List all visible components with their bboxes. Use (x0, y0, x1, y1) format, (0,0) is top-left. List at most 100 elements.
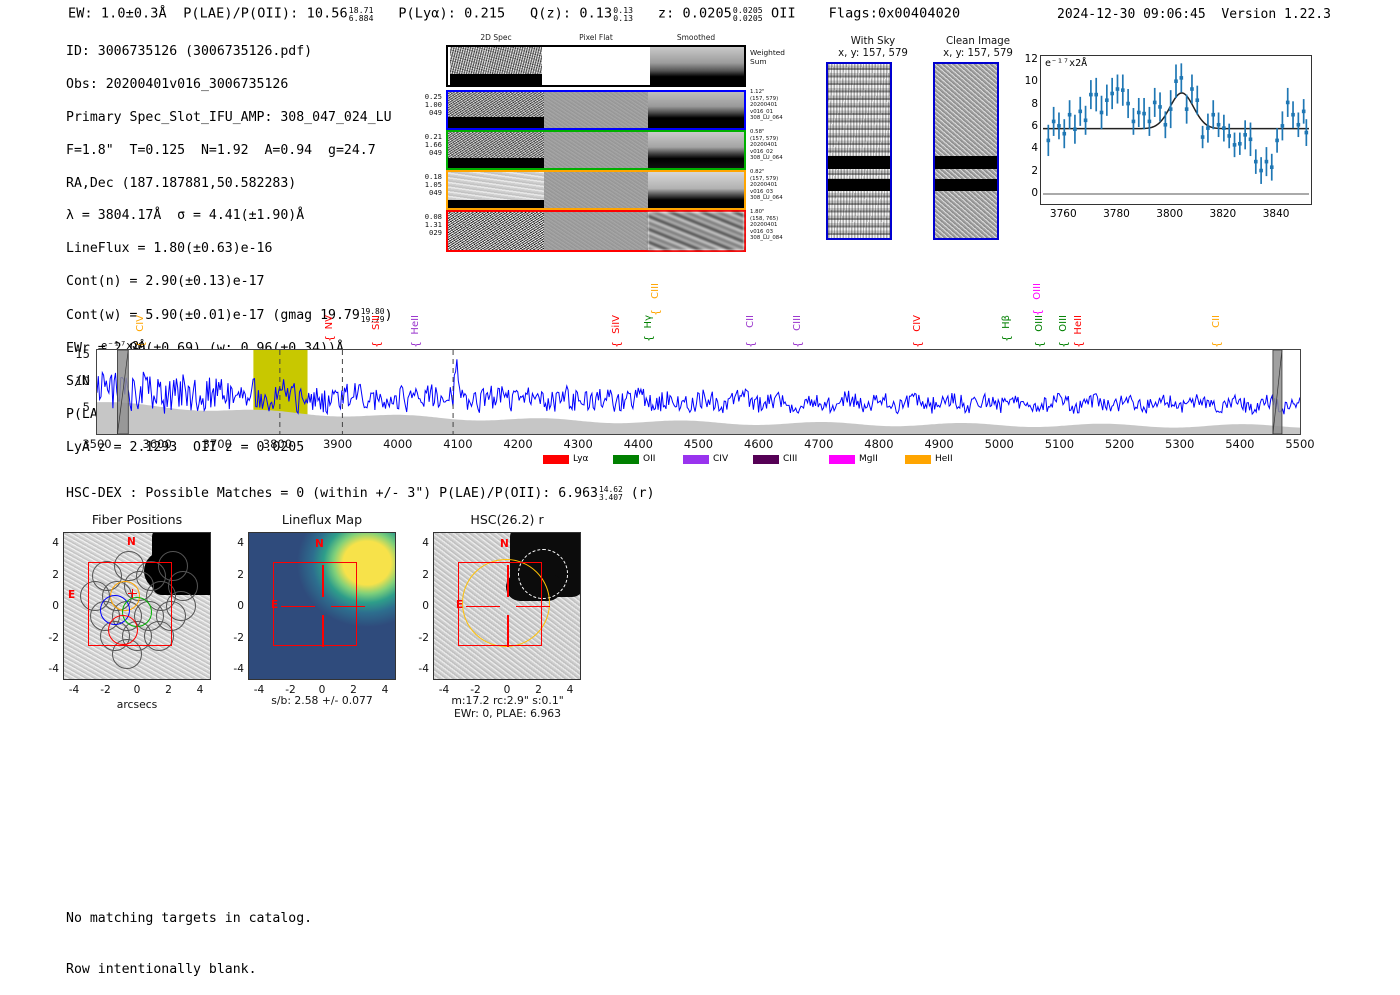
fiber-red-square (88, 562, 172, 646)
fit-ytick: 12 (1024, 53, 1038, 65)
lineflux-compass-e: E (271, 599, 279, 611)
spectrum-xtick: 4300 (563, 437, 593, 451)
fiber-highlight-red (108, 615, 138, 645)
emission-line-label: Hγ (643, 315, 655, 329)
legend-label: MgII (859, 454, 878, 464)
spectrum-xtick: 5100 (1044, 437, 1075, 451)
hscdex-summary: HSC-DEX : Possible Matches = 0 (within +… (66, 485, 655, 501)
fit-ytick: 10 (1024, 75, 1038, 88)
header-meta: 2024-12-30 09:06:45 Version 1.22.3 (1057, 7, 1331, 22)
spectrum-xtick: 4000 (383, 437, 413, 451)
header-qz: Q(z): 0.13 (529, 5, 613, 22)
emission-line-label: CIV (134, 315, 146, 332)
spec-row-2 (446, 130, 746, 170)
fit-xtick: 3840 (1262, 208, 1290, 220)
with-sky-title: With Sky x, y: 157, 579 (818, 36, 928, 61)
hsc-xtick: -2 (470, 684, 481, 696)
fiber-xtick: 4 (196, 684, 204, 696)
clean-image-title: Clean Image x, y: 157, 579 (918, 36, 1038, 61)
legend-label: Lyα (573, 454, 589, 464)
spectrum-xtick: 5400 (1225, 437, 1255, 451)
header-qz-hi: 0.13 (613, 5, 634, 15)
fiber-xtick: 0 (133, 684, 141, 696)
spectrum-xtick: 3500 (82, 437, 112, 451)
header-plae-value: 10.56 (306, 5, 348, 22)
lineflux-map-title: Lineflux Map (281, 512, 363, 527)
emission-line-label: SiII (370, 315, 382, 331)
fit-xtick: 3760 (1049, 208, 1077, 220)
fit-ytick: 4 (1031, 142, 1038, 155)
hsc-compass-e: E (456, 599, 464, 611)
emission-line-fit-plot: e⁻¹⁷x2Å (1040, 55, 1312, 205)
legend-label: CIV (713, 454, 729, 464)
header-timestamp: 2024-12-30 09:06:45 (1057, 7, 1206, 22)
lineflux-xtick: -2 (285, 684, 296, 696)
spectrum-xtick: 5500 (1285, 437, 1315, 451)
fiber-compass-n: N (127, 536, 136, 548)
emission-line-label: CII (1210, 315, 1222, 328)
legend-swatch (753, 455, 779, 464)
hsc-xtick: -4 (438, 684, 450, 696)
lineflux-ytick: 4 (237, 537, 244, 549)
hsc-caption-line2: EWr: 0, PLAE: 6.963 (453, 707, 562, 720)
info-lineflux: LineFlux = 1.80(±0.63)e-16 (66, 241, 273, 257)
emission-line-brace: { (911, 341, 925, 348)
info-cont-w: Cont(w) = 5.90(±0.01)e-17 (gmag 19.7919.… (66, 307, 393, 324)
header-version: Version 1.22.3 (1221, 7, 1331, 22)
fiber-xlabel: arcsecs (116, 698, 158, 711)
fit-xtick: 3800 (1156, 208, 1184, 220)
lineflux-compass-n: N (315, 538, 324, 550)
fit-ytick: 2 (1031, 164, 1038, 177)
weighted-sum-row (446, 45, 746, 87)
emission-line-label: SiIV (611, 315, 623, 334)
header-z-type: OII (771, 5, 796, 22)
lineflux-map-image: N E (248, 532, 396, 680)
fiber-positions-image: N E (63, 532, 211, 680)
spectrum-ytick: 15 (75, 347, 90, 362)
hsc-xtick: 4 (566, 684, 574, 696)
fiber-ytick: 0 (52, 600, 59, 612)
footer-note: No matching targets in catalog. Row inte… (66, 876, 312, 995)
header-z-hi: 0.0205 (732, 5, 763, 15)
info-lambda: λ = 3804.17Å σ = 4.41(±1.90)Å (66, 208, 305, 224)
with-sky-cutout (826, 62, 892, 240)
emission-line-label: OIII (1058, 315, 1070, 332)
fiber-ytick: 4 (52, 537, 59, 549)
fit-ytick: 8 (1031, 97, 1038, 110)
spectrum-xtick: 5000 (984, 437, 1014, 451)
hsc-yellow-aperture (462, 559, 550, 647)
twod-spectrum-montage: 2D Spec Pixel Flat Smoothed Weighted Sum… (420, 33, 785, 258)
spectrum-ytick: 10 (75, 373, 90, 388)
hscdex-hi: 14.62 (598, 485, 623, 494)
fiber-positions-title: Fiber Positions (91, 512, 183, 527)
hsc-red-square (458, 562, 542, 646)
clean-image-cutout (933, 62, 999, 240)
col-header-smoothed: Smoothed (676, 33, 716, 42)
info-redshifts: LyA z = 2.1293 OII z = 0.0205 (66, 440, 305, 456)
info-primary-spec: Primary Spec_Slot_IFU_AMP: 308_047_024_L… (66, 110, 392, 126)
lineflux-xtick: -4 (253, 684, 265, 696)
hsc-caption-line1: m:17.2 rc:2.9" s:0.1" (451, 694, 564, 707)
legend-label: CIII (783, 454, 798, 464)
header-plae-label: P(LAE)/P(OII): (183, 5, 299, 22)
spectrum-xtick: 4700 (804, 437, 834, 451)
emission-line-brace: { (790, 341, 804, 348)
hsc-image: N E (433, 532, 581, 680)
legend-swatch (905, 455, 931, 464)
hsc-compass-n: N (500, 538, 509, 550)
footer-line-1: No matching targets in catalog. (66, 911, 313, 926)
hsc-xtick: 2 (535, 684, 542, 696)
hsc-title: HSC(26.2) r (470, 512, 544, 527)
emission-line-label: NV (324, 315, 336, 330)
spectrum-xtick: 3600 (142, 437, 172, 451)
lineflux-caption: s/b: 2.58 +/- 0.077 (271, 694, 373, 707)
info-cont-w-hi: 19.80 (360, 306, 385, 316)
spectrum-xtick: 3900 (322, 437, 353, 451)
lineflux-xtick: 4 (381, 684, 389, 696)
emission-line-brace: { (1209, 341, 1223, 348)
hscdex-text: HSC-DEX : Possible Matches = 0 (within +… (66, 486, 598, 502)
hsc-ytick: 4 (422, 537, 429, 549)
spectrum-xtick: 4100 (443, 437, 473, 451)
emission-line-brace: { (610, 341, 624, 348)
row-label-3: 0.18 1.05 049 (424, 172, 442, 198)
